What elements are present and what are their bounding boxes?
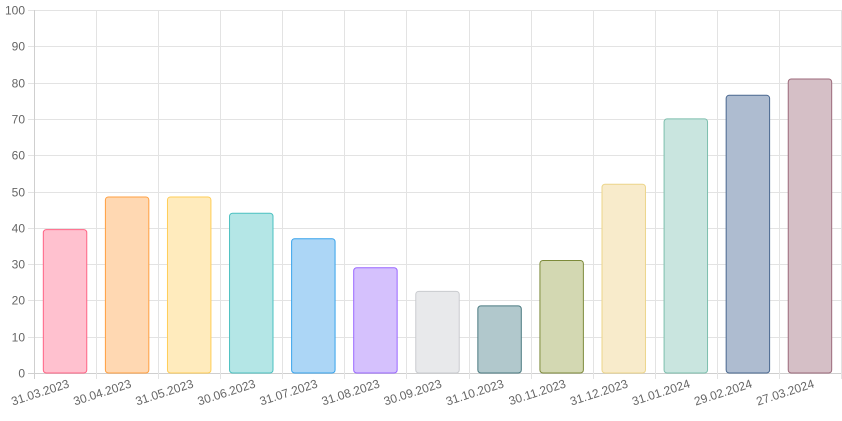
x-axis-ticks: 31.03.2023 30.04.2023 31.05.2023 30.06.2023… xyxy=(10,376,817,408)
y-tick-label: 10 xyxy=(12,331,26,345)
bar[interactable] xyxy=(229,212,274,374)
x-tick-label: 31.12.2023 xyxy=(568,376,630,408)
bar[interactable] xyxy=(291,238,336,374)
y-tick-label: 40 xyxy=(12,222,26,236)
bar[interactable] xyxy=(415,290,460,374)
x-tick-label: 30.09.2023 xyxy=(382,376,444,408)
x-tick-label: 29.02.2024 xyxy=(692,376,754,408)
x-tick-label: 31.05.2023 xyxy=(134,376,196,408)
y-tick-label: 90 xyxy=(12,40,26,54)
y-tick-label: 50 xyxy=(12,186,26,200)
y-tick-label: 70 xyxy=(12,113,26,127)
bar[interactable] xyxy=(353,267,398,374)
bars xyxy=(42,78,833,374)
x-tick-label: 30.04.2023 xyxy=(72,376,134,408)
bar[interactable] xyxy=(42,229,88,374)
x-tick-label: 31.08.2023 xyxy=(320,376,382,408)
x-tick-label: 27.03.2024 xyxy=(754,376,816,408)
bar[interactable] xyxy=(663,118,709,374)
y-tick-label: 100 xyxy=(5,4,25,18)
bar[interactable] xyxy=(477,305,522,374)
x-tick-label: 30.06.2023 xyxy=(196,376,258,408)
bar[interactable] xyxy=(104,196,150,374)
bar[interactable] xyxy=(539,259,584,374)
x-tick-label: 31.03.2023 xyxy=(10,376,72,408)
bar[interactable] xyxy=(725,94,771,374)
x-tick-label: 31.07.2023 xyxy=(258,376,320,408)
y-tick-label: 80 xyxy=(12,77,26,91)
x-tick-label: 30.11.2023 xyxy=(507,376,568,408)
x-tick-label: 31.01.2024 xyxy=(630,376,692,408)
y-tick-label: 60 xyxy=(12,149,26,163)
y-axis-ticks: 0 10 20 30 40 50 60 70 80 90 100 xyxy=(5,4,25,381)
y-tick-label: 30 xyxy=(12,258,26,272)
bar[interactable] xyxy=(601,183,646,374)
y-tick-label: 0 xyxy=(18,367,25,381)
bar[interactable] xyxy=(787,78,833,374)
x-tick-label: 31.10.2023 xyxy=(444,376,506,408)
y-tick-label: 20 xyxy=(12,294,26,308)
bar[interactable] xyxy=(166,196,212,374)
